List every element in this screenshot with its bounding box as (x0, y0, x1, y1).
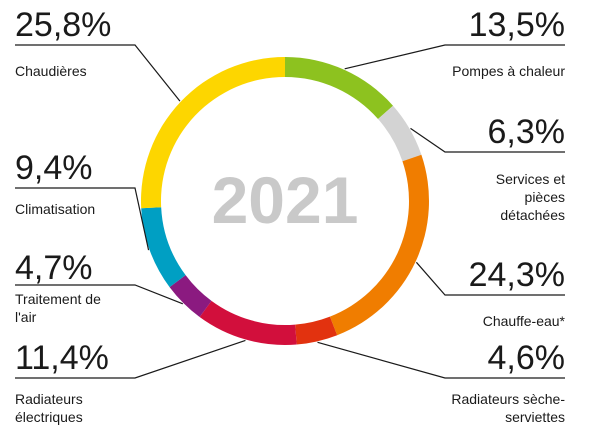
donut-segment (141, 57, 285, 209)
leader-line (15, 187, 150, 251)
category-label: Climatisation (15, 201, 96, 217)
value-label: 9,4% (15, 149, 93, 187)
category-label: Pompes à chaleur (452, 63, 565, 79)
donut-segment (199, 300, 297, 345)
donut-segment (285, 57, 394, 119)
category-label: Traitement de l'air (15, 291, 101, 325)
value-label: 24,3% (468, 256, 565, 294)
value-label: 13,5% (468, 6, 565, 44)
leader-line (410, 127, 565, 153)
donut-segment (169, 275, 212, 317)
leader-line (15, 44, 181, 102)
leader-line (344, 44, 565, 70)
value-label: 6,3% (487, 113, 566, 151)
category-label: Chauffe-eau* (482, 313, 565, 329)
leader-line (15, 339, 246, 379)
category-label: Chaudières (15, 63, 87, 79)
leader-line (317, 341, 565, 379)
value-label: 11,4% (15, 339, 109, 377)
category-label: Radiateurs électriques (15, 391, 83, 425)
category-label: Services et pièces détachées (495, 171, 565, 223)
leader-line (15, 284, 184, 305)
donut-segment (378, 105, 422, 162)
value-label: 4,6% (487, 339, 566, 377)
donut-segment (329, 154, 429, 336)
donut-segment (141, 207, 186, 288)
value-label: 4,7% (15, 249, 93, 287)
chart-title: 2021 (211, 163, 359, 237)
value-label: 25,8% (15, 6, 112, 44)
donut-segment (295, 316, 338, 345)
leader-line (415, 261, 565, 296)
category-label: Radiateurs sèche-serviettes (451, 391, 565, 425)
